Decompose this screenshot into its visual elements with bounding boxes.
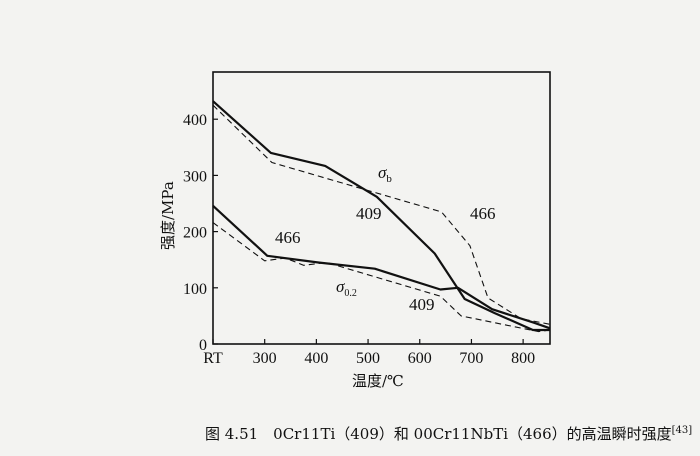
x-tick-label: 300 (253, 350, 277, 367)
y-tick-label: 100 (183, 281, 207, 298)
plot-frame (212, 71, 551, 345)
series-line-409-0-2 (212, 204, 551, 330)
x-tick-label: 700 (459, 350, 483, 367)
y-tick-label: 0 (199, 337, 207, 354)
annotation-466-02: 466 (275, 228, 301, 247)
x-tick-label: 600 (408, 350, 432, 367)
y-tick-label: 400 (183, 112, 207, 129)
annotation-409-b: 409 (356, 204, 382, 223)
figure-caption: 图 4.51 0Cr11Ti（409）和 00Cr11NbTi（466）的高温瞬… (205, 423, 692, 444)
caption-ref: [43] (671, 425, 693, 436)
annotation-sigma-02: σ0.2 (336, 277, 357, 299)
annotation-409-02: 409 (409, 295, 435, 314)
x-tick-label: 500 (356, 350, 380, 367)
series-line-466-0-2 (212, 222, 551, 333)
y-tick-label: 300 (183, 168, 207, 185)
series-line-466-b (212, 104, 551, 325)
caption-text: 图 4.51 0Cr11Ti（409）和 00Cr11NbTi（466）的高温瞬… (205, 425, 672, 443)
annotation-466-b: 466 (470, 204, 496, 223)
series-line-409-b (212, 100, 550, 332)
x-tick-label: RT (203, 350, 223, 367)
y-tick-label: 200 (183, 225, 207, 242)
x-axis-label: 温度/℃ (352, 372, 404, 390)
x-tick-label: 800 (511, 350, 535, 367)
x-tick-label: 400 (304, 350, 328, 367)
annotation-sigma-b: σb (378, 163, 392, 185)
y-axis-label: 强度/MPa (159, 181, 177, 250)
